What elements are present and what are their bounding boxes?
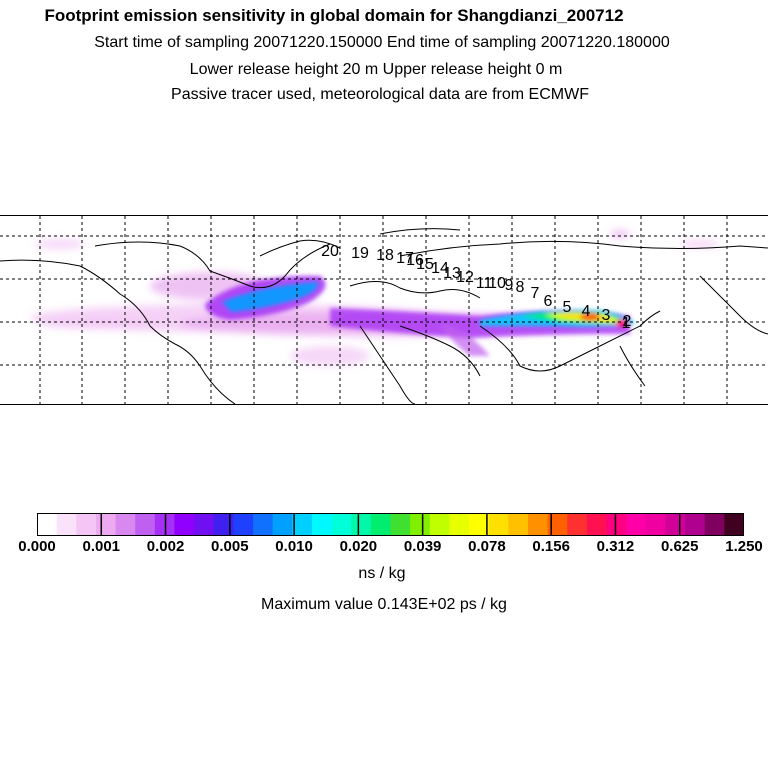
colorbar-swatch — [685, 513, 706, 536]
colorbar-swatch — [567, 513, 588, 536]
colorbar-swatch — [213, 513, 234, 536]
trajectory-label: 4 — [582, 303, 591, 320]
trajectory-label: 6 — [544, 293, 553, 310]
colorbar-swatch — [390, 513, 411, 536]
colorbar-swatch — [76, 513, 97, 536]
colorbar-swatch — [292, 513, 313, 536]
colorbar-ticks: 0.000 0.001 0.002 0.005 0.010 0.020 0.039 0.078… — [0, 538, 768, 558]
colorbar-tick-label: 0.078 — [468, 538, 506, 555]
colorbar-tick-label: 0.039 — [403, 538, 442, 555]
trajectory-label: 5 — [563, 299, 572, 316]
colorbar-tick-label: 1.250 — [725, 538, 763, 555]
colorbar-tick-label: 0.001 — [82, 538, 121, 555]
units-label: ns / kg — [358, 565, 406, 582]
colorbar-swatch — [469, 513, 490, 536]
colorbar-tick-label: 0.002 — [146, 538, 185, 555]
colorbar-swatch — [331, 513, 352, 536]
trajectory-label: 20 — [321, 243, 339, 260]
colorbar-swatch — [135, 513, 156, 536]
colorbar — [37, 513, 744, 536]
tracer-info: Passive tracer used, meteorological data… — [171, 86, 589, 103]
colorbar-tick-label: 0.020 — [339, 538, 378, 555]
trajectory-label: 1 — [622, 315, 631, 332]
plume-light — [30, 230, 720, 366]
trajectory-label: 10 — [488, 275, 506, 292]
colorbar-tick-label: 0.010 — [275, 538, 313, 555]
trajectory-label: 17 — [396, 250, 414, 267]
colorbar-swatch — [37, 513, 58, 536]
trajectory-label: 19 — [351, 245, 369, 262]
colorbar-swatch — [351, 513, 372, 536]
colorbar-swatch — [488, 513, 509, 536]
colorbar-swatch — [194, 513, 215, 536]
colorbar-swatch — [527, 513, 549, 536]
colorbar-tick-label: 0.156 — [532, 538, 570, 555]
colorbar-swatch — [174, 513, 195, 536]
colorbar-tick-label: 0.005 — [211, 538, 249, 555]
colorbar-swatch — [95, 513, 117, 536]
colorbar-tick-label: 0.000 — [18, 538, 56, 555]
colorbar-swatch — [370, 513, 391, 536]
max-value-label: Maximum value 0.143E+02 ps / kg — [261, 596, 507, 613]
colorbar-swatch — [56, 513, 77, 536]
sampling-times: Start time of sampling 20071220.150000 E… — [94, 34, 670, 51]
colorbar-swatch — [233, 513, 254, 536]
colorbar-swatch — [311, 513, 333, 536]
colorbar-tick-label: 0.312 — [596, 538, 635, 555]
colorbar-swatch — [253, 513, 274, 536]
colorbar-swatch — [645, 513, 666, 536]
trajectory-label: 3 — [602, 307, 611, 324]
colorbar-swatch — [508, 513, 529, 536]
colorbar-swatch — [272, 513, 293, 536]
trajectory-label: 15 — [416, 256, 434, 273]
footprint-map: 1 2 3 4 5 6 7 8 9 10 11 12 13 14 15 16 17 18 19 20 — [0, 215, 768, 405]
trajectory-label: 12 — [456, 269, 474, 286]
colorbar-swatch — [410, 513, 431, 536]
trajectory-label: 11 — [476, 275, 493, 292]
coastlines — [0, 228, 768, 404]
trajectory-label: 9 — [505, 277, 514, 294]
trajectory-label: 18 — [376, 247, 394, 264]
colorbar-swatch — [449, 513, 470, 536]
trajectory-label: 8 — [516, 279, 525, 296]
lat-lon-grid — [0, 216, 768, 404]
trajectory-label: 16 — [406, 252, 424, 269]
colorbar-swatch — [665, 513, 686, 536]
colorbar-swatch — [724, 513, 744, 536]
trajectory-label: 2 — [623, 313, 632, 330]
colorbar-swatch — [547, 513, 568, 536]
colorbar-swatch — [606, 513, 627, 536]
release-heights: Lower release height 20 m Upper release … — [189, 61, 563, 78]
colorbar-swatch — [429, 513, 450, 536]
colorbar-swatch — [626, 513, 647, 536]
colorbar-tick-label: 0.625 — [660, 538, 699, 555]
trajectory-label: 13 — [443, 265, 461, 282]
colorbar-frame — [37, 513, 744, 536]
trajectory-label: 14 — [431, 260, 449, 277]
colorbar-swatch — [704, 513, 725, 536]
colorbar-swatch — [115, 513, 136, 536]
colorbar-swatch — [586, 513, 608, 536]
plot-title: Footprint emission sensitivity in global… — [44, 6, 624, 25]
trajectory-label: 7 — [531, 285, 540, 302]
